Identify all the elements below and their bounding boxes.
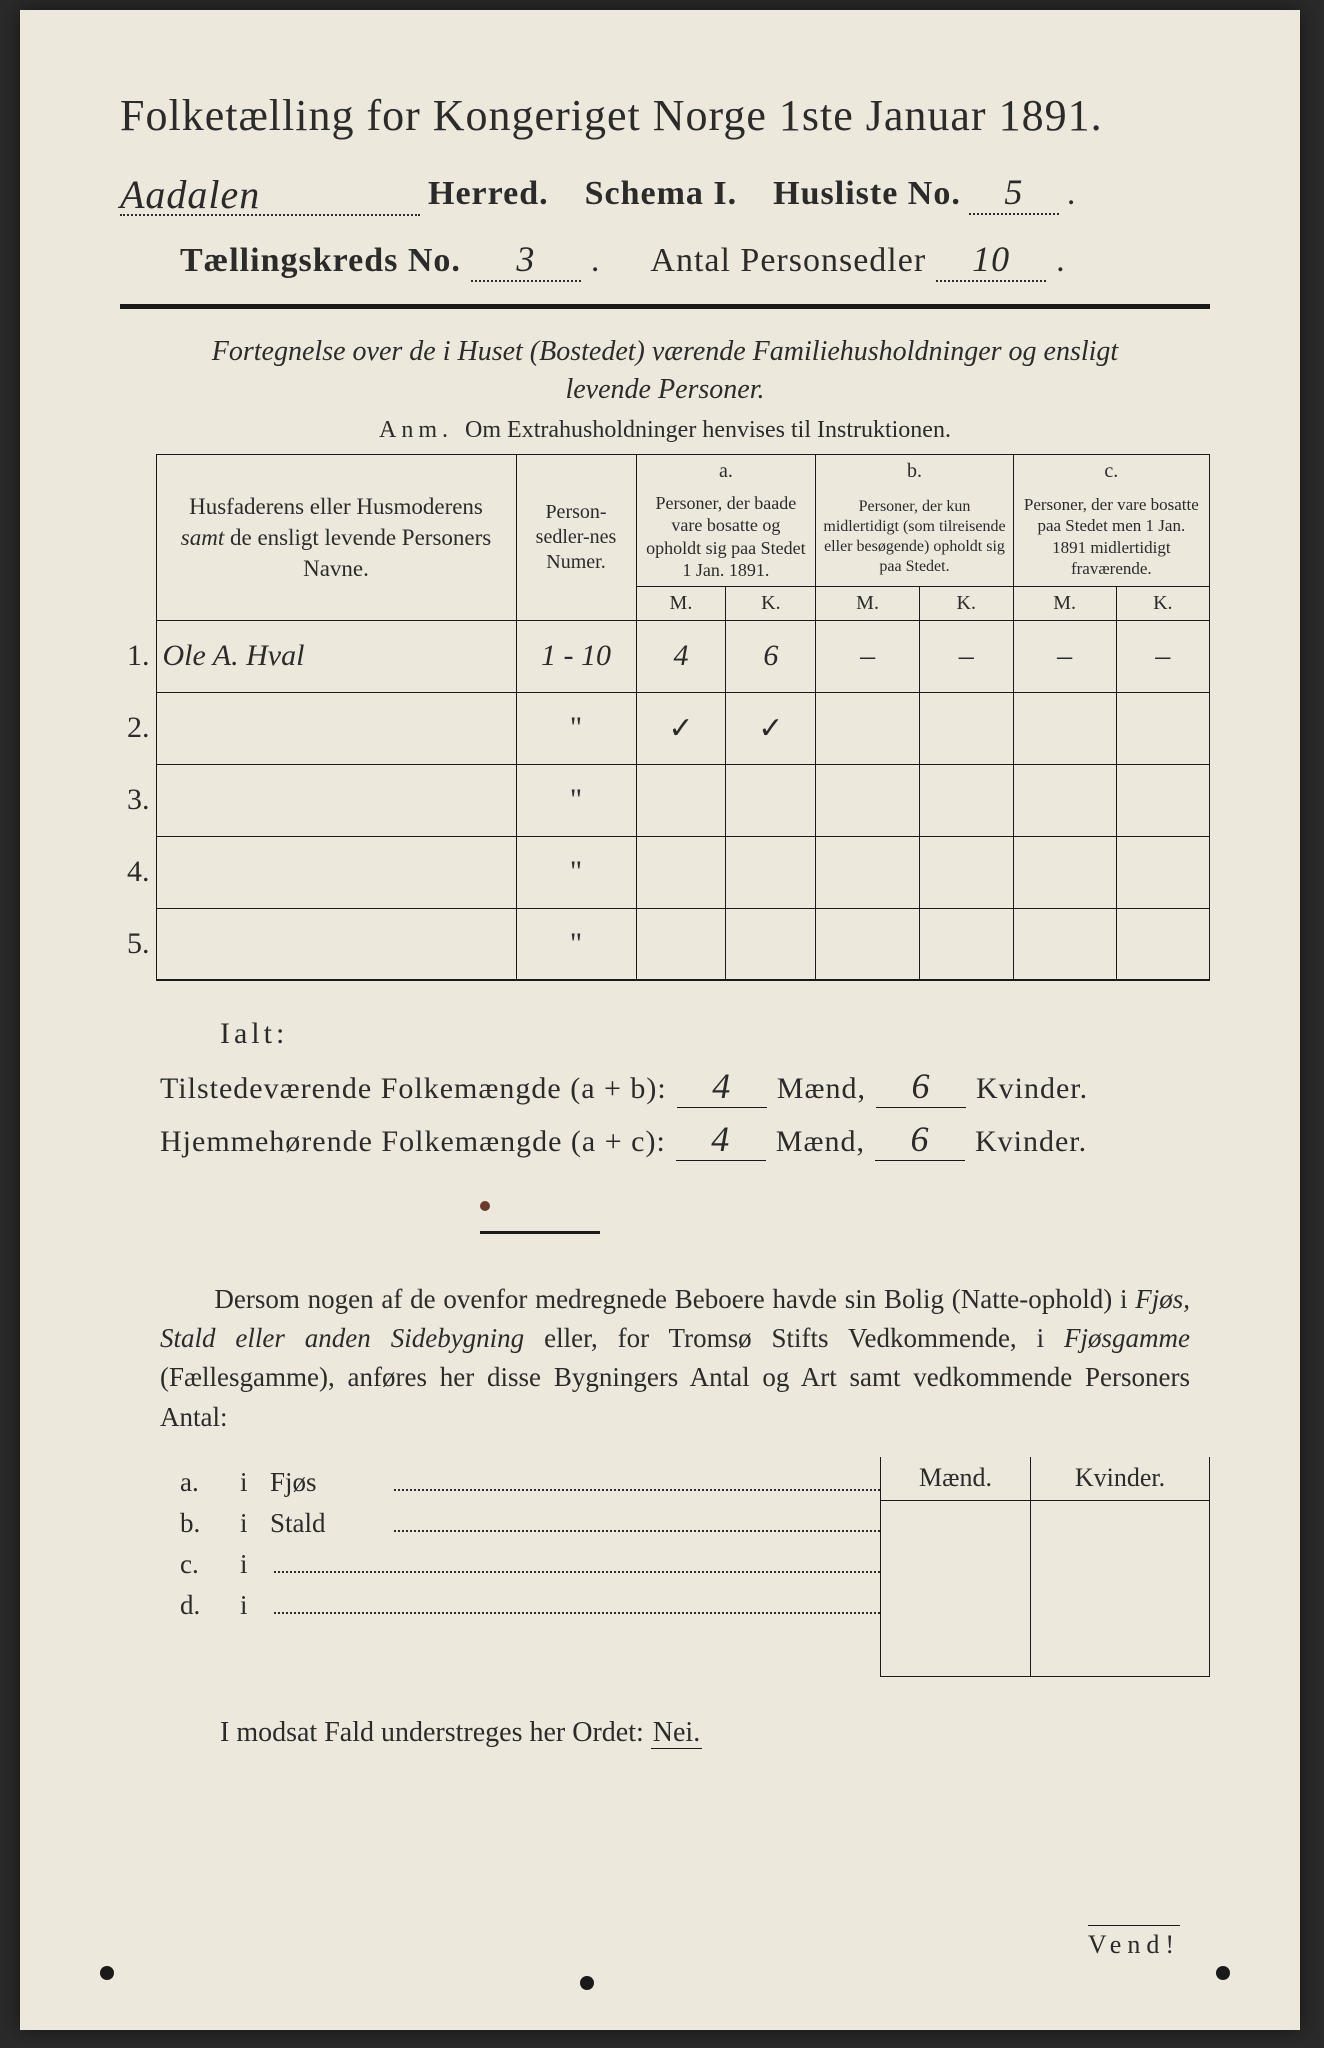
- ialt-label: Ialt:: [220, 1017, 1210, 1051]
- col-header-b: Personer, der kun midlertidigt (som tilr…: [816, 488, 1013, 587]
- table-row: 2. " ✓ ✓: [120, 692, 1210, 764]
- col-header-names: Husfaderens eller Husmoderens samt de en…: [156, 454, 516, 620]
- side-building-table: a. i Fjøs b. i Stald c. i d. i: [120, 1457, 1210, 1678]
- anm-line: Anm. Om Extrahusholdninger henvises til …: [120, 417, 1210, 444]
- col-header-b-tag: b.: [816, 454, 1013, 488]
- totals-row-present: Tilstedeværende Folkemængde (a + b): 4 M…: [160, 1065, 1210, 1108]
- side-building-left: a. i Fjøs b. i Stald c. i d. i: [120, 1457, 880, 1678]
- antal-value: 10: [972, 239, 1010, 279]
- sb-row: b. i Stald: [180, 1508, 880, 1539]
- kreds-label: Tællingskreds No.: [180, 242, 461, 280]
- table-row: 1. Ole A. Hval 1 - 10 4 6 – – – –: [120, 620, 1210, 692]
- sb-row: c. i: [180, 1549, 880, 1580]
- household-table-body: 1. Ole A. Hval 1 - 10 4 6 – – – – 2. " ✓…: [120, 620, 1210, 980]
- sb-col-kvinder: Kvinder.: [1031, 1457, 1210, 1501]
- table-row: 5. ": [120, 908, 1210, 980]
- husliste-value: 5: [1004, 172, 1023, 212]
- side-building-right: Mænd. Kvinder.: [880, 1457, 1210, 1678]
- rule-1: [120, 304, 1210, 309]
- ink-spot-icon: [1216, 1966, 1230, 1980]
- herred-label: Herred.: [428, 175, 549, 213]
- ink-spot-icon: [100, 1966, 114, 1980]
- short-rule: [480, 1231, 600, 1234]
- census-form-page: Folketælling for Kongeriget Norge 1ste J…: [20, 10, 1300, 2030]
- ink-spot-icon: [480, 1201, 490, 1211]
- side-building-paragraph: Dersom nogen af de ovenfor medregnede Be…: [120, 1280, 1210, 1437]
- totals-block: Ialt: Tilstedeværende Folkemængde (a + b…: [120, 1017, 1210, 1234]
- totals-row-resident: Hjemmehørende Folkemængde (a + c): 4 Mæn…: [160, 1118, 1210, 1161]
- name-cell: Ole A. Hval: [156, 620, 516, 692]
- nei-word: Nei.: [651, 1717, 702, 1749]
- antal-label: Antal Personsedler: [650, 242, 926, 280]
- sb-row: a. i Fjøs: [180, 1467, 880, 1498]
- sb-row: d. i: [180, 1590, 880, 1621]
- header-line-3: Tællingskreds No. 3 . Antal Personsedler…: [120, 238, 1210, 282]
- header-line-2: Aadalen Herred. Schema I. Husliste No. 5…: [120, 167, 1210, 216]
- husliste-label: Husliste No.: [773, 175, 961, 213]
- col-header-a-tag: a.: [636, 454, 816, 488]
- household-table: Husfaderens eller Husmoderens samt de en…: [120, 454, 1210, 982]
- schema-label: Schema I.: [585, 175, 738, 213]
- col-header-number: Person-sedler-nes Numer.: [516, 454, 636, 620]
- vend-label: Vend!: [1088, 1925, 1180, 1960]
- table-row: 4. ": [120, 836, 1210, 908]
- ink-spot-icon: [580, 1976, 594, 1990]
- sb-col-maend: Mænd.: [881, 1457, 1031, 1501]
- col-header-c-tag: c.: [1013, 454, 1209, 488]
- form-subtitle: Fortegnelse over de i Huset (Bostedet) v…: [160, 333, 1170, 409]
- kreds-value: 3: [516, 239, 535, 279]
- nei-line: I modsat Fald understreges her Ordet: Ne…: [120, 1717, 1210, 1749]
- col-header-a: Personer, der baade vare bosatte og opho…: [636, 488, 816, 587]
- page-title: Folketælling for Kongeriget Norge 1ste J…: [120, 90, 1210, 141]
- col-header-c: Personer, der vare bosatte paa Stedet me…: [1013, 488, 1209, 587]
- herred-value: Aadalen: [120, 172, 260, 217]
- table-row: 3. ": [120, 764, 1210, 836]
